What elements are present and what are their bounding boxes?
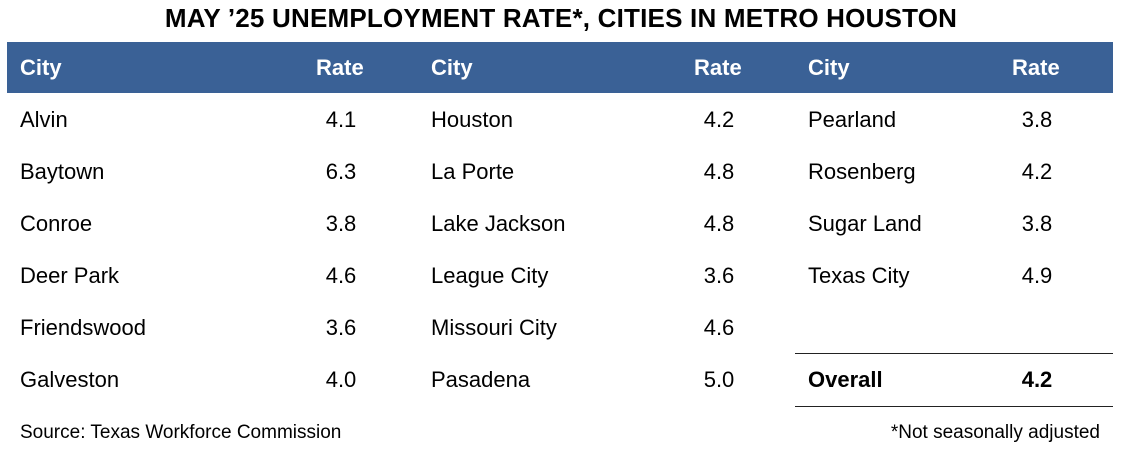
city-name: Baytown — [20, 159, 105, 184]
overall-rate: 4.2 — [1021, 367, 1053, 392]
total-rule-top — [795, 353, 1113, 354]
city-rate: 3.8 — [325, 211, 357, 236]
header-rate-1: Rate — [316, 55, 364, 80]
city-rate: 5.0 — [703, 367, 735, 392]
city-name: Alvin — [20, 107, 68, 132]
city-rate: 4.2 — [1021, 159, 1053, 184]
city-name: Texas City — [808, 263, 910, 288]
header-city-3: City — [808, 55, 850, 80]
city-rate: 4.0 — [325, 367, 357, 392]
city-name: Houston — [431, 107, 513, 132]
city-name: Pasadena — [431, 367, 531, 392]
source-note: Source: Texas Workforce Commission — [20, 422, 342, 443]
city-rate: 4.6 — [325, 263, 357, 288]
city-rate: 4.2 — [703, 107, 735, 132]
city-rate: 3.8 — [1021, 211, 1053, 236]
city-name: La Porte — [431, 159, 515, 184]
city-name: Deer Park — [20, 263, 120, 288]
footnote: *Not seasonally adjusted — [890, 422, 1100, 443]
city-name: Galveston — [20, 367, 120, 392]
city-rate: 4.9 — [1021, 263, 1053, 288]
city-name: Sugar Land — [808, 211, 922, 236]
header-rate-3: Rate — [1012, 55, 1060, 80]
header-city-2: City — [431, 55, 473, 80]
city-rate: 4.8 — [703, 159, 735, 184]
city-rate: 3.8 — [1021, 107, 1053, 132]
city-rate: 4.8 — [703, 211, 735, 236]
overall-label: Overall — [808, 367, 883, 392]
header-city-1: City — [20, 55, 62, 80]
city-name: Friendswood — [20, 315, 146, 340]
city-rate: 4.6 — [703, 315, 735, 340]
table-header-bar — [7, 42, 1113, 93]
city-name: Rosenberg — [808, 159, 916, 184]
city-rate: 6.3 — [325, 159, 357, 184]
header-rate-2: Rate — [694, 55, 742, 80]
total-rule-bottom — [795, 406, 1113, 407]
city-name: Lake Jackson — [431, 211, 566, 236]
city-name: Pearland — [808, 107, 897, 132]
city-rate: 3.6 — [325, 315, 357, 340]
table-title: MAY ’25 UNEMPLOYMENT RATE*, CITIES IN ME… — [164, 3, 958, 33]
city-rate: 4.1 — [325, 107, 357, 132]
city-rate: 3.6 — [703, 263, 735, 288]
city-name: Conroe — [20, 211, 93, 236]
city-name: League City — [431, 263, 549, 288]
city-name: Missouri City — [431, 315, 557, 340]
